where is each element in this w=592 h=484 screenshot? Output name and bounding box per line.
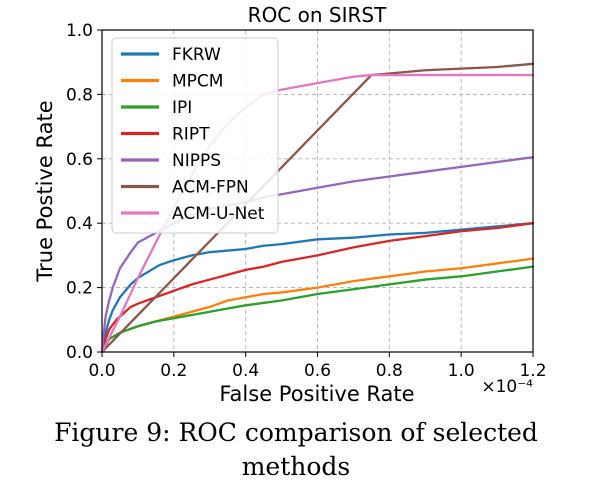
x-tick-label: 1.0 [448,361,475,381]
legend-label: FKRW [172,45,221,65]
y-axis-label: True Postive Rate [33,100,57,282]
legend-label: ACM-FPN [172,178,249,198]
legend-label: IPI [172,98,192,118]
series-line-ipi [100,265,535,354]
y-tick-label: 0.2 [66,279,93,299]
legend-label: ACM-U-Net [172,204,265,224]
y-tick-label: 1.0 [66,21,93,41]
y-tick-label: 0.6 [66,150,93,170]
x-tick-label: 1.2 [519,361,546,381]
y-tick-label: 0.0 [66,343,93,363]
legend: FKRW MPCM IPI RIPT NIPPS ACM-FPN ACM-U-Net [111,37,279,234]
y-tick-label: 0.8 [66,85,93,105]
x-tick-label: 0.0 [88,361,115,381]
x-tick-label: 0.2 [160,361,187,381]
chart-title: ROC on SIRST [248,3,387,27]
legend-label: NIPPS [172,151,221,171]
x-axis-offset-label: ×10⁻⁴ [481,377,533,397]
y-tick-label: 0.4 [66,214,93,234]
legend-label: RIPT [172,125,210,145]
x-tick-label: 0.8 [376,361,403,381]
x-axis-label: False Positive Rate [219,382,414,406]
figure-caption: Figure 9: ROC comparison of selected met… [54,418,538,481]
legend-box [111,37,279,234]
tick-layer: 0.0 0.2 0.4 0.6 0.8 1.0 1.2 0.0 0.2 0.4 0.6 0.8 1.0 [66,21,547,381]
roc-chart: 0.0 0.2 0.4 0.6 0.8 1.0 1.20.00.20.40.60.81.0 … [33,3,547,406]
x-tick-label: 0.4 [232,361,259,381]
figure: 0.0 0.2 0.4 0.6 0.8 1.0 1.2 0.0 0.2 0.4 0.6 0.8 1.0 … [33,3,547,481]
x-tick-label: 0.6 [304,361,331,381]
series-line-fkrw [100,222,535,354]
legend-label: MPCM [172,72,223,92]
